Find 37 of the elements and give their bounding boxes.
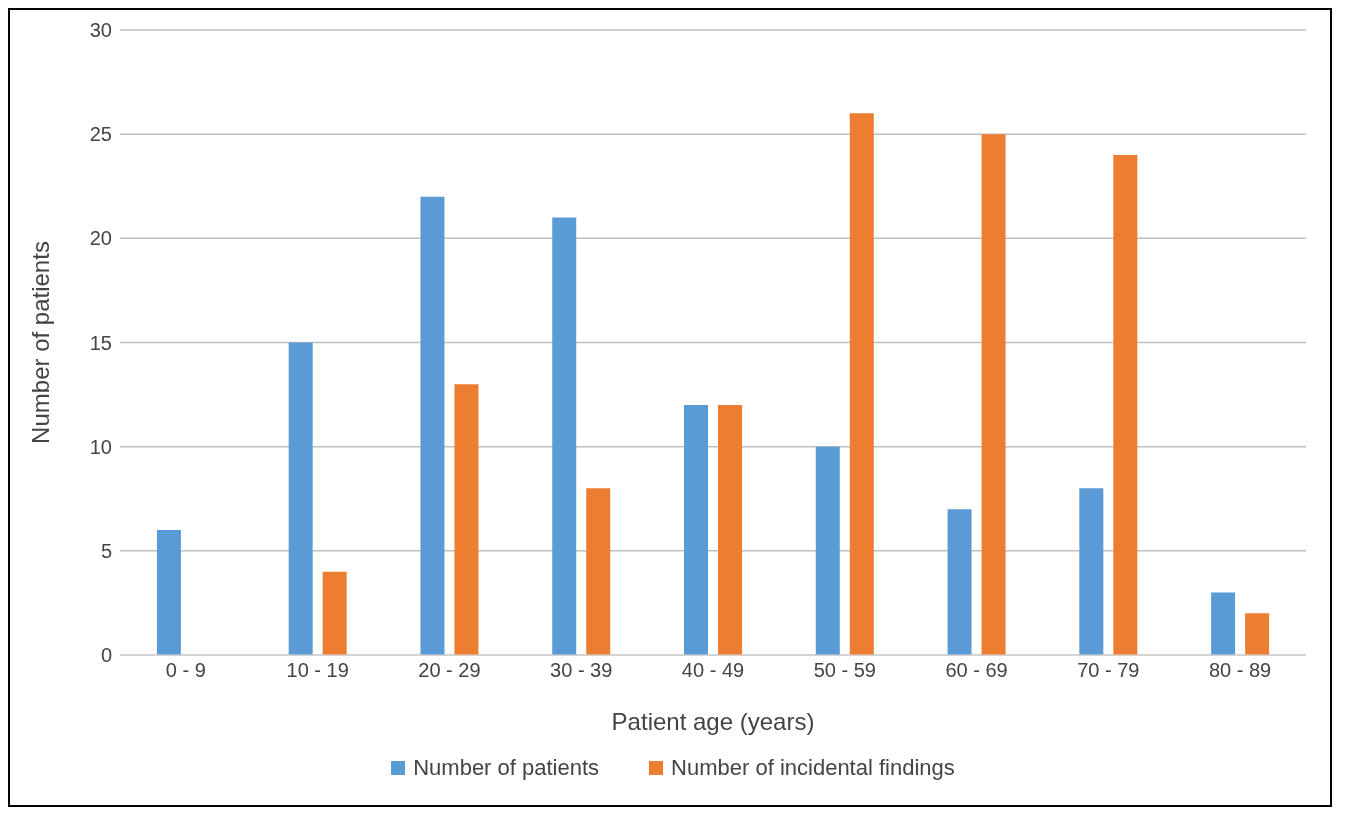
bar <box>420 196 445 655</box>
y-tick-label: 30 <box>89 19 112 42</box>
x-tick-label: 20 - 29 <box>418 659 481 682</box>
y-tick-label: 5 <box>100 539 112 562</box>
y-tick-label: 15 <box>89 331 112 354</box>
bar <box>718 405 743 655</box>
bar <box>454 384 479 655</box>
x-tick-label: 50 - 59 <box>813 659 876 682</box>
x-axis-title: Patient age (years) <box>611 708 815 735</box>
bar <box>815 446 840 655</box>
bar <box>849 113 874 655</box>
bar <box>586 488 611 655</box>
bar <box>322 571 347 655</box>
y-tick-label: 20 <box>89 227 112 250</box>
bar <box>1211 592 1236 655</box>
bar <box>1113 155 1138 655</box>
legend-label: Number of patients <box>412 755 600 781</box>
bar <box>947 509 972 655</box>
x-tick-label: 40 - 49 <box>681 659 745 682</box>
bar <box>288 342 313 655</box>
y-axis-title: Number of patients <box>26 241 54 444</box>
x-tick-label: 0 - 9 <box>165 659 206 682</box>
x-tick-label: 70 - 79 <box>1077 659 1140 682</box>
y-tick-label: 25 <box>89 123 112 146</box>
x-tick-label: 30 - 39 <box>550 659 613 682</box>
x-tick-label: 60 - 69 <box>945 659 1008 682</box>
bar <box>1079 488 1104 655</box>
x-tick-label: 80 - 89 <box>1208 659 1272 682</box>
bar <box>156 530 181 655</box>
bar <box>1245 613 1270 655</box>
y-tick-label: 0 <box>100 644 112 667</box>
y-tick-label: 10 <box>89 435 112 458</box>
bar <box>552 217 577 655</box>
bar <box>981 134 1006 655</box>
legend-label: Number of incidental findings <box>670 755 955 781</box>
x-tick-label: 10 - 19 <box>286 659 349 682</box>
bar <box>684 405 709 655</box>
